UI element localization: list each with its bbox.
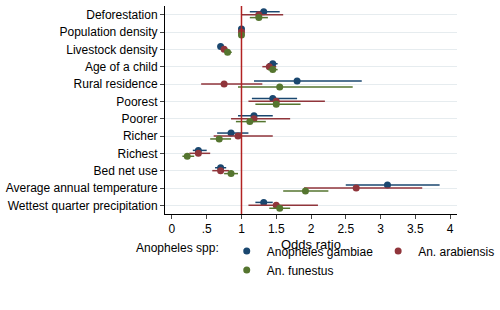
svg-text:2: 2 bbox=[308, 222, 315, 236]
svg-text:3.5: 3.5 bbox=[407, 222, 424, 236]
svg-text:.5: .5 bbox=[202, 222, 212, 236]
svg-text:Bed net use: Bed net use bbox=[94, 164, 158, 178]
svg-text:Age of a child: Age of a child bbox=[85, 60, 158, 74]
svg-text:Livestock density: Livestock density bbox=[66, 43, 157, 57]
svg-text:4: 4 bbox=[447, 222, 454, 236]
svg-text:Anopheles spp:: Anopheles spp: bbox=[136, 241, 219, 255]
svg-text:1.5: 1.5 bbox=[268, 222, 285, 236]
svg-text:Richest: Richest bbox=[118, 147, 159, 161]
svg-text:Deforestation: Deforestation bbox=[86, 8, 157, 22]
svg-text:Rural residence: Rural residence bbox=[74, 77, 158, 91]
svg-text:Average annual temperature: Average annual temperature bbox=[6, 181, 158, 195]
svg-text:Wettest quarter precipitation: Wettest quarter precipitation bbox=[8, 199, 158, 213]
svg-text:An. funestus: An. funestus bbox=[267, 264, 334, 278]
svg-text:0: 0 bbox=[169, 222, 176, 236]
svg-text:Odds ratio: Odds ratio bbox=[281, 237, 341, 252]
svg-text:Poorest: Poorest bbox=[116, 95, 158, 109]
svg-text:Richer: Richer bbox=[123, 129, 158, 143]
svg-text:2.5: 2.5 bbox=[337, 222, 354, 236]
svg-text:An. arabiensis: An. arabiensis bbox=[418, 245, 494, 259]
svg-text:1: 1 bbox=[238, 222, 245, 236]
svg-text:Anopheles gambiae: Anopheles gambiae bbox=[267, 245, 373, 259]
svg-text:Poorer: Poorer bbox=[122, 112, 158, 126]
svg-text:3: 3 bbox=[377, 222, 384, 236]
svg-text:Population density: Population density bbox=[60, 25, 158, 39]
